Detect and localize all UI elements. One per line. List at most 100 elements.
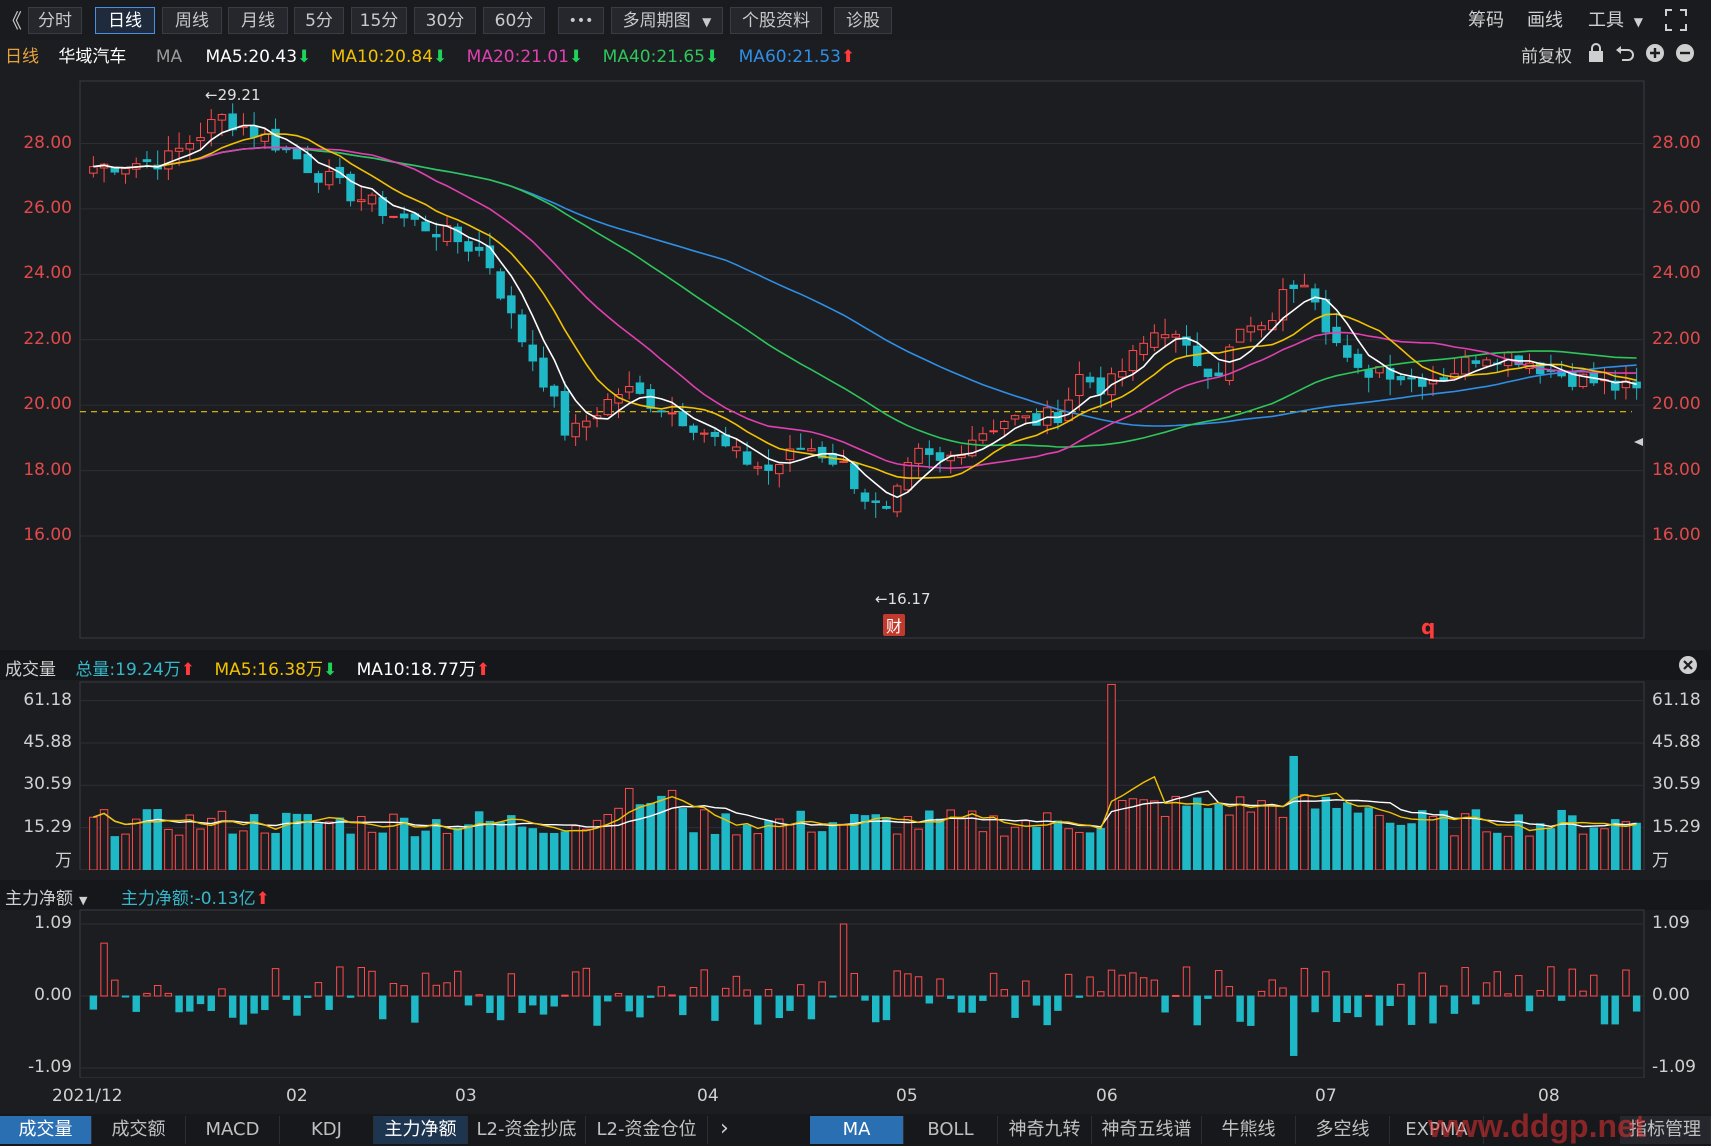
candle-body [1578,373,1588,388]
tab-main-net[interactable]: 主力净额 [374,1116,468,1144]
period-tab-weekly[interactable]: 周线 [162,7,222,34]
period-tab-monthly[interactable]: 月线 [228,7,288,34]
net-flow-bar [914,976,923,997]
candle-body [271,128,280,151]
lock-icon[interactable] [1587,43,1605,67]
x-axis-label: 2021/12 [52,1086,123,1106]
net-flow-bar [432,984,441,997]
candle-body [185,142,195,150]
net-flow-bar [754,995,762,1025]
period-tab-60min[interactable]: 60分 [483,7,545,34]
tab-volume[interactable]: 成交量 [0,1116,92,1144]
stock-name: 华域汽车 [58,47,127,67]
finance-badge-bg [883,614,905,636]
candle-body [89,166,98,174]
volume-bar [1343,802,1352,870]
tab-magic-five[interactable]: 神奇五线谱 [1092,1116,1202,1144]
candle-body [699,432,709,435]
adjust-mode-button[interactable]: 前复权 [1521,47,1572,67]
volume-bar [549,833,559,870]
candle-body [1482,359,1491,367]
down-arrow-icon: ⬇ [322,660,338,680]
candle-body [1460,356,1470,375]
tab-expma[interactable]: EXPMA [1390,1116,1484,1144]
candle-body [1257,325,1266,331]
price-chart[interactable]: ←29.21 ←16.17 财 q [0,66,1711,640]
volume-bar [635,804,645,870]
zoom-out-icon[interactable] [1675,43,1695,67]
multi-cycle-dropdown[interactable]: 多周期图 ▼ [611,7,723,34]
volume-chart[interactable] [0,680,1711,870]
period-tab-30min[interactable]: 30分 [414,7,476,34]
net-indicator-dropdown[interactable]: 主力净额 ▼ [5,889,101,909]
net-flow-bar [625,995,633,1012]
chevron-right-icon[interactable]: › [720,1116,729,1141]
net-flow-bar [443,982,451,997]
undo-icon[interactable] [1615,43,1635,67]
tab-indicator-manage[interactable]: 指标管理 [1620,1116,1711,1144]
net-panel-header [0,880,1711,910]
tab-bull-bear[interactable]: 牛熊线 [1202,1116,1296,1144]
volume-bar [732,834,741,870]
down-arrow-icon: ⬇ [569,47,584,67]
candle-body [903,462,913,491]
tab-magic-nine[interactable]: 神奇九转 [998,1116,1092,1144]
volume-bar [121,833,130,870]
x-axis-label: 06 [1096,1086,1118,1106]
tab-l2-bottom[interactable]: L2-资金抄底 [468,1116,586,1144]
fullscreen-icon[interactable] [1664,8,1688,36]
net-flow-bar [561,994,569,997]
net-flow-chart[interactable] [0,908,1711,1078]
net-flow-bar [1129,972,1137,997]
volume-bar [1353,812,1363,870]
candle-body [1289,284,1298,289]
stock-profile-button[interactable]: 个股资料 [730,7,822,34]
volume-bar [764,820,773,870]
volume-bar [1150,800,1159,870]
close-panel-icon[interactable] [1678,655,1698,679]
tab-turnover[interactable]: 成交额 [92,1116,186,1144]
candle-body [817,446,827,459]
draw-line-button[interactable]: 画线 [1527,10,1563,31]
net-flow-bar [668,994,676,997]
tab-macd[interactable]: MACD [186,1116,280,1144]
tab-ma[interactable]: MA [810,1116,904,1144]
volume-title[interactable]: 成交量 [5,660,56,680]
period-tab-daily[interactable]: 日线 [95,7,155,34]
double-chevron-left-icon[interactable]: 《 [2,9,22,33]
volume-bar [667,789,677,870]
volume-bar [432,819,441,870]
more-periods-button[interactable]: ••• [558,7,604,34]
period-tab-5min[interactable]: 5分 [294,7,344,34]
candle-body [1085,376,1095,383]
volume-chart-frame [79,681,1645,870]
net-flow-bar [689,986,698,997]
volume-bar [1192,797,1202,870]
tab-l2-position[interactable]: L2-资金仓位 [586,1116,708,1144]
candle-body [1225,346,1234,381]
volume-bar [882,817,891,870]
zoom-in-icon[interactable] [1645,43,1665,67]
net-flow-bar [1622,969,1630,997]
period-tab-fenshi[interactable]: 分时 [28,7,82,34]
volume-bar [110,836,120,870]
volume-bar [1257,800,1266,870]
net-flow-bar [1161,995,1169,1013]
ma-indicator-label[interactable]: MA [155,47,183,67]
tab-kdj[interactable]: KDJ [280,1116,374,1144]
net-flow-bar [411,995,419,1023]
net-flow-bar [882,995,891,1021]
period-tab-15min[interactable]: 15分 [351,7,407,34]
tools-dropdown[interactable]: 工具 ▼ [1588,6,1643,32]
diagnosis-button[interactable]: 诊股 [834,7,892,34]
volume-bar [185,814,195,870]
volume-bar [1064,828,1073,870]
net-flow-bar [1354,995,1362,1018]
chips-button[interactable]: 筹码 [1468,10,1504,31]
top-toolbar: 《 分时 日线 周线 月线 5分 15分 30分 60分 ••• 多周期图 ▼ … [0,0,1711,40]
tab-long-short[interactable]: 多空线 [1296,1116,1390,1144]
multi-cycle-label: 多周期图 [622,11,691,31]
net-value-text: 主力净额:-0.13亿 [120,889,256,909]
tab-boll[interactable]: BOLL [904,1116,998,1144]
volume-bar [217,810,227,870]
